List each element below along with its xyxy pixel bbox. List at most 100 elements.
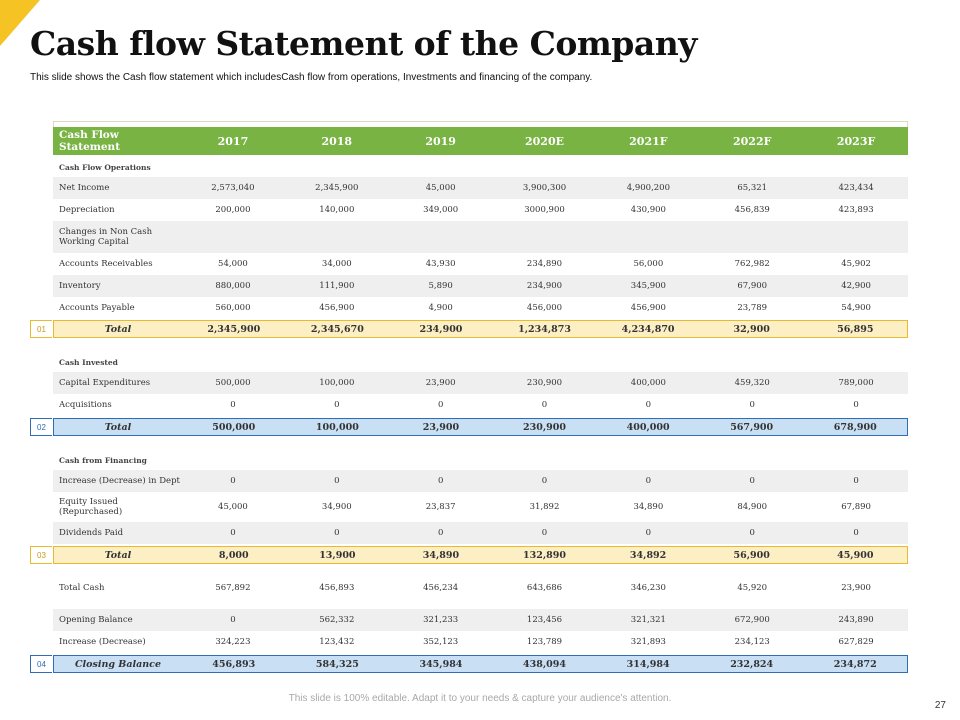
cell-value: 234,872 <box>833 658 877 670</box>
cell-value: 31,892 <box>529 502 560 512</box>
cell-value: 34,890 <box>422 549 460 561</box>
cell-value: 230,900 <box>523 421 566 433</box>
cell-value: 880,000 <box>215 281 251 291</box>
cell-value: 500,000 <box>212 421 256 433</box>
cell-value: 0 <box>437 476 444 486</box>
cell-value: 500,000 <box>215 378 251 388</box>
row-badge: 04 <box>30 655 52 673</box>
table-row: Dividends Paid 0 0 0 0 0 0 0 <box>53 522 908 544</box>
row-label: Accounts Receivables <box>59 259 153 269</box>
cell-value: 100,000 <box>315 421 359 433</box>
cell-value: 56,895 <box>837 323 874 335</box>
cell-value: 234,123 <box>734 637 770 647</box>
cell-value: 321,321 <box>630 615 666 625</box>
cell-value: 2,345,900 <box>315 183 359 193</box>
cell-value: 45,000 <box>218 502 248 512</box>
table-top-border <box>53 121 908 127</box>
section-label-row: Cash Invested <box>53 352 908 372</box>
cell-value: 23,789 <box>737 303 768 313</box>
total-row: Closing Balance 456,893 584,325 345,984 438,… <box>53 655 908 673</box>
row-label: Accounts Payable <box>59 303 135 313</box>
cell-value: 567,900 <box>730 421 774 433</box>
cell-value: 34,900 <box>321 502 352 512</box>
cell-value: 0 <box>645 476 652 486</box>
cell-value: 84,900 <box>737 502 768 512</box>
cell-value: 34,892 <box>629 549 667 561</box>
cell-value: 567,892 <box>215 583 251 593</box>
row-label: Increase (Decrease) in Dept <box>59 476 180 486</box>
cell-value: 321,233 <box>423 615 459 625</box>
cell-value: 0 <box>541 528 548 538</box>
cell-value: 4,900 <box>428 303 453 313</box>
cell-value: 456,000 <box>526 303 563 313</box>
cell-value: 54,000 <box>218 259 248 269</box>
cell-value: 0 <box>853 476 859 486</box>
cell-value: 23,900 <box>422 421 460 433</box>
cell-value: 200,000 <box>215 205 251 215</box>
header-cell: 2021F <box>629 134 668 148</box>
cell-value: 643,686 <box>526 583 563 593</box>
cell-value: 67,900 <box>737 281 768 291</box>
cell-value: 234,890 <box>526 259 563 269</box>
cell-value: 762,982 <box>734 259 770 269</box>
cell-value: 456,900 <box>630 303 666 313</box>
cell-value: 56,000 <box>633 259 664 269</box>
row-label: Total <box>104 549 132 561</box>
cell-value: 232,824 <box>730 658 774 670</box>
cell-value: 0 <box>334 528 340 538</box>
cell-value: 456,900 <box>319 303 355 313</box>
cell-value: 345,984 <box>419 658 463 670</box>
row-label: Total <box>104 323 132 335</box>
cell-value: 4,234,870 <box>621 323 675 335</box>
cell-value: 456,893 <box>212 658 256 670</box>
row-label: Total <box>104 421 132 433</box>
cell-value: 352,123 <box>423 637 459 647</box>
cell-value: 0 <box>749 476 755 486</box>
header-cell: 2023F <box>836 134 876 148</box>
cell-value: 65,321 <box>737 183 768 193</box>
cell-value: 111,900 <box>319 281 355 291</box>
cell-value: 678,900 <box>833 421 877 433</box>
table-row: Equity Issued (Repurchased) 45,000 34,900 2… <box>53 492 908 522</box>
cell-value: 45,902 <box>841 259 871 269</box>
section-label: Cash from Financing <box>59 455 147 465</box>
header-cell: 2020E <box>525 134 564 148</box>
table-row: Total Cash 567,892 456,893 456,234 643,686 34… <box>53 570 908 606</box>
total-row: Total 500,000 100,000 23,900 230,900 400,000 5… <box>53 418 908 436</box>
cell-value: 67,890 <box>841 502 871 512</box>
row-label: Acquisitions <box>59 400 112 410</box>
cell-value: 346,230 <box>630 583 666 593</box>
row-label: Capital Expenditures <box>59 378 151 388</box>
cell-value: 234,900 <box>526 281 563 291</box>
table-row: Capital Expenditures 500,000 100,000 23,900… <box>53 372 908 394</box>
row-badge: 03 <box>30 546 52 564</box>
cell-value: 345,900 <box>630 281 666 291</box>
cell-value: 34,000 <box>321 259 352 269</box>
cell-value: 400,000 <box>630 378 666 388</box>
table-header-row: Cash Flow Statement 2017 2018 2019 2020E… <box>53 127 908 155</box>
cell-value: 0 <box>437 528 444 538</box>
cell-value: 2,345,670 <box>310 323 364 335</box>
cell-value: 324,223 <box>215 637 251 647</box>
cell-value: 234,900 <box>419 323 463 335</box>
table-row: Accounts Payable 560,000 456,900 4,900 456,0… <box>53 297 908 319</box>
section-label-row: Cash from Financing <box>53 450 908 470</box>
cell-value: 0 <box>230 476 236 486</box>
cell-value: 459,320 <box>734 378 770 388</box>
table-row: Depreciation 200,000 140,000 349,000 3000,90… <box>53 199 908 221</box>
cell-value: 56,900 <box>733 549 770 561</box>
cell-value: 0 <box>230 528 236 538</box>
cell-value: 3,900,300 <box>522 183 567 193</box>
section-label-row: Cash Flow Operations <box>53 157 908 177</box>
row-label: Closing Balance <box>74 658 161 670</box>
corner-accent <box>0 0 40 46</box>
cell-value: 1,234,873 <box>518 323 571 335</box>
slide-subtitle: This slide shows the Cash flow statement… <box>30 72 593 83</box>
section-label: Cash Flow Operations <box>59 162 151 172</box>
cell-value: 8,000 <box>218 549 249 561</box>
table-row: Acquisitions 0 0 0 0 0 0 0 <box>53 394 908 416</box>
cell-value: 438,094 <box>523 658 566 670</box>
cell-value: 123,456 <box>526 615 563 625</box>
cell-value: 560,000 <box>215 303 251 313</box>
cell-value: 140,000 <box>319 205 355 215</box>
